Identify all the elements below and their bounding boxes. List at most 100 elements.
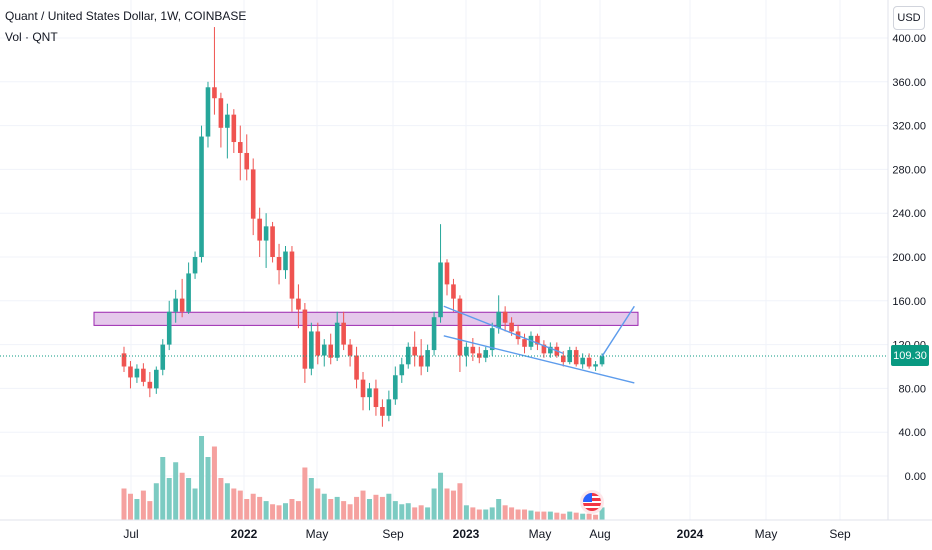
volume-bar [489,507,495,520]
price-tick-label: 400.00 [892,33,926,45]
currency-button[interactable]: USD [893,6,925,30]
volume-bar [470,507,476,520]
volume-bar [586,513,592,520]
candle-body [160,344,166,370]
candle-body [347,344,353,356]
time-tick-label: Aug [589,527,610,541]
volume-bar [431,488,437,520]
candle-body [593,364,598,367]
price-axis[interactable]: 400.00 360.00 320.00 280.00 240.00 200.00 160.… [892,33,926,483]
price-tick-label: 80.00 [898,383,926,395]
volume-bars [121,436,605,520]
candle-body [367,388,372,398]
volume-bar [224,483,230,520]
resistance-zone[interactable] [93,311,639,326]
candle-body [509,322,514,332]
candle-body [431,317,437,351]
volume-bar [173,462,179,520]
candle-body [121,353,127,367]
candle-body [502,311,508,323]
candle-body [257,218,262,241]
candle-body [380,407,385,416]
price-tick-label: 200.00 [892,252,926,264]
candle-body [250,169,256,219]
candle-body [573,350,579,365]
candle-body [580,357,585,365]
candle-body [186,273,191,312]
volume-bar [554,512,560,520]
candle-body [270,226,275,257]
price-tick-label: 360.00 [892,77,926,89]
volume-bar [283,503,288,520]
volume-bar [379,496,385,520]
lower-trendline[interactable] [443,335,635,384]
upper-trendline[interactable] [443,305,564,355]
volume-bar [250,493,256,520]
volume-bar [580,513,586,520]
volume-bar [321,493,327,520]
volume-bar [567,511,573,520]
candle-body [283,251,288,271]
volume-bar [515,509,521,520]
candle-body [541,344,547,354]
candle-body [315,331,321,356]
time-tick-label: May [306,527,329,541]
volume-bar [199,436,205,520]
candle-body [289,251,295,299]
candle-body [244,152,250,170]
volume-bar [450,490,456,520]
volume-bar [534,511,540,520]
volume-bar [302,467,308,520]
trendlines[interactable] [443,305,635,384]
volume-bar [231,488,237,520]
price-tick-label: 280.00 [892,164,926,176]
projection-line[interactable] [601,305,635,357]
volume-bar [386,493,392,520]
candle-body [309,331,314,369]
volume-bar [263,501,269,520]
candle-body [134,368,140,378]
time-tick-label: 2022 [231,527,258,541]
volume-bar [360,490,366,520]
volume-bar [289,499,295,520]
candle-body [386,399,392,416]
candle-body [218,98,224,128]
candle-body [438,262,443,318]
volume-bar [121,488,127,520]
candle-body [360,379,366,398]
time-axis[interactable]: Jul 2022 May Sep 2023 May Aug 2024 May Sep [123,527,851,541]
volume-bar [166,478,172,520]
price-tick-label: 320.00 [892,121,926,133]
volume-bar [179,472,185,520]
volume-bar [341,501,347,520]
volume-bar [457,483,463,520]
candle-body [166,311,172,345]
candle-body [418,355,424,367]
candle-body [147,381,153,389]
candle-body [276,257,282,271]
candle-body [199,136,204,257]
last-price-tag: 109.30 [891,345,929,366]
candle-body [334,322,340,358]
volume-bar [295,501,301,520]
volume-bar [244,499,250,520]
candle-body [154,369,159,389]
volume-bar [134,499,140,520]
volume-bar [276,505,282,520]
resistance-zone-rect[interactable] [93,311,639,326]
price-tick-label: 240.00 [892,208,926,220]
volume-bar [160,457,166,520]
volume-bar [496,499,502,520]
price-tick-label: 0.00 [905,471,926,483]
volume-bar [399,504,405,520]
volume-bar [373,494,379,520]
candle-body [483,350,489,358]
volume-bar [347,504,353,520]
us-flag-icon[interactable] [583,493,601,511]
volume-bar [334,496,340,520]
time-tick-label: May [755,527,778,541]
volume-indicator-label[interactable]: Vol · QNT [5,30,58,44]
volume-bar [127,493,133,520]
candle-body [560,355,566,363]
